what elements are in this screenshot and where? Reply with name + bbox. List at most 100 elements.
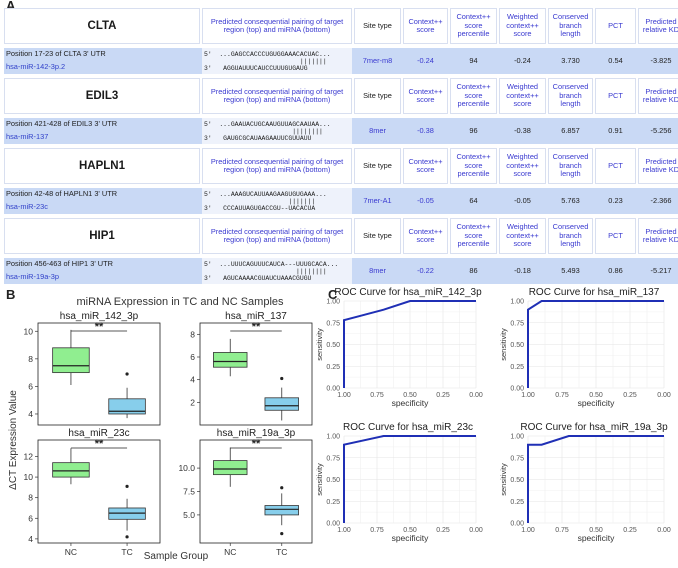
pair-target: 5' ...AAAGUCAUUAAGAAGUGUGAAA... (204, 190, 327, 198)
pct-value: 0.54 (595, 48, 636, 74)
relative-kd: -2.366 (638, 188, 678, 214)
mirna-name[interactable]: hsa-miR-19a-3p (6, 272, 59, 282)
outlier-point (280, 376, 284, 381)
context-percentile: 96 (450, 118, 497, 144)
branch-length: 5.493 (548, 258, 593, 284)
roc-title: ROC Curve for hsa_miR_137 (529, 287, 660, 298)
branch-length: 5.763 (548, 188, 593, 214)
weighted-context: -0.05 (499, 188, 546, 214)
roc-x-tick-label: 1.00 (521, 527, 535, 534)
context-score: -0.38 (403, 118, 448, 144)
site-type: 8mer (354, 118, 401, 144)
site-type: 7mer-m8 (354, 48, 401, 74)
box-nc (213, 460, 248, 476)
y-tick-label: 8 (28, 493, 33, 503)
boxplot-panel-title: hsa_miR_23c (68, 428, 129, 439)
pair-target: 5' ...GAGCCACCCUGUGGAAACACUAC... (204, 50, 331, 58)
roc-x-tick-label: 0.50 (403, 392, 417, 399)
roc-y-tick-label: 0.00 (510, 521, 524, 528)
header-context-percentile: Context++ score percentile (450, 218, 497, 254)
target-header-2: HAPLN1 Predicted consequential pairing of… (4, 148, 678, 184)
y-tick-label: 8 (28, 354, 33, 364)
y-tick-label: 4 (28, 534, 33, 544)
header-relative-kd: Predicted relative KD (638, 218, 678, 254)
roc-title: ROC Curve for hsa_miR_23c (343, 422, 473, 433)
pairing-alignment: 5' ...AAAGUCAUUAAGAAGUGUGAAA... ||||||| … (202, 188, 352, 214)
significance-mark: ** (95, 321, 104, 333)
mirna-name[interactable]: hsa-miR-137 (6, 132, 49, 142)
y-tick-label: 10 (24, 326, 34, 336)
y-tick-label: 6 (190, 352, 195, 362)
header-branch-length: Conserved branch length (548, 148, 593, 184)
roc-x-tick-label: 0.75 (555, 527, 569, 534)
roc-ylabel: sensitivity (316, 328, 324, 361)
roc-x-tick-label: 0.50 (589, 392, 603, 399)
header-weighted-context: Weighted context++ score (499, 8, 546, 44)
y-tick-label: 10 (24, 472, 34, 482)
boxplot-figure: miRNA Expression in TC and NC Samples ΔCT… (8, 296, 313, 562)
header-pct: PCT (595, 8, 636, 44)
panel-label-a: A (6, 0, 16, 13)
panel-label-c: C (328, 287, 338, 302)
boxplot-xlabel: Sample Group (144, 551, 209, 562)
outlier-point (125, 372, 129, 376)
roc-x-tick-label: 0.50 (403, 527, 417, 534)
mirna-name[interactable]: hsa-miR-23c (6, 202, 48, 212)
roc-xlabel: specificity (578, 398, 616, 408)
roc-title: ROC Curve for hsa_miR_19a_3p (520, 422, 668, 433)
pairing-alignment: 5' ...GAAUACUGCAAUGUUAGCAAUAA... |||||||… (202, 118, 352, 144)
roc-y-tick-label: 1.00 (510, 299, 524, 306)
roc-x-tick-label: 0.75 (555, 392, 569, 399)
target-row-3: Position 456-463 of HIP1 3' UTR hsa-miR-… (4, 258, 678, 284)
mirna-name[interactable]: hsa-miR-142-3p.2 (6, 62, 66, 72)
branch-length: 3.730 (548, 48, 593, 74)
context-percentile: 86 (450, 258, 497, 284)
roc-y-tick-label: 0.50 (326, 342, 340, 349)
target-info: Position 42-48 of HAPLN1 3' UTR hsa-miR-… (4, 188, 200, 214)
roc-y-tick-label: 0.00 (326, 521, 340, 528)
roc-x-tick-label: 1.00 (337, 392, 351, 399)
y-tick-label: 4 (28, 409, 33, 419)
weighted-context: -0.24 (499, 48, 546, 74)
pair-target: 5' ...GAAUACUGCAAUGUUAGCAAUAA... (204, 120, 331, 128)
site-type: 7mer-A1 (354, 188, 401, 214)
utr-position: Position 42-48 of HAPLN1 3' UTR (6, 189, 118, 199)
pair-match: ||||||| (204, 197, 316, 205)
context-score: -0.22 (403, 258, 448, 284)
gene-name: EDIL3 (4, 78, 200, 114)
roc-chart-1: ROC Curve for hsa_miR_142_3p 0.00 0.25 0.50… (315, 287, 483, 408)
roc-x-tick-label: 0.25 (623, 527, 637, 534)
context-score: -0.24 (403, 48, 448, 74)
outlier-point (280, 532, 284, 536)
pair-match: |||||||| (204, 127, 323, 135)
header-branch-length: Conserved branch length (548, 8, 593, 44)
utr-position: Position 421-428 of EDIL3 3' UTR (6, 119, 118, 129)
roc-x-tick-label: 0.75 (370, 527, 384, 534)
x-tick-label: TC (276, 547, 287, 557)
header-site-type: Site type (354, 218, 401, 254)
roc-chart-2: ROC Curve for hsa_miR_137 0.00 0.25 0.50 0.7… (499, 287, 671, 408)
header-context-percentile: Context++ score percentile (450, 148, 497, 184)
roc-chart-4: ROC Curve for hsa_miR_19a_3p 0.00 0.25 0.50… (499, 422, 671, 543)
outlier-point (125, 484, 129, 488)
header-site-type: Site type (354, 8, 401, 44)
boxplot-panel-title: hsa_miR_142_3p (60, 311, 139, 322)
roc-x-tick-label: 0.25 (623, 392, 637, 399)
roc-x-tick-label: 0.00 (657, 527, 671, 534)
y-tick-label: 4 (190, 375, 195, 385)
header-pct: PCT (595, 148, 636, 184)
target-row-1: Position 421-428 of EDIL3 3' UTR hsa-miR… (4, 118, 678, 144)
header-pairing: Predicted consequential pairing of targe… (202, 148, 352, 184)
header-pairing: Predicted consequential pairing of targe… (202, 218, 352, 254)
y-tick-label: 10.0 (178, 463, 195, 473)
y-tick-label: 7.5 (183, 487, 195, 497)
site-type: 8mer (354, 258, 401, 284)
gene-name: HIP1 (4, 218, 200, 254)
roc-xlabel: specificity (578, 533, 616, 543)
context-score: -0.05 (403, 188, 448, 214)
roc-xlabel: specificity (392, 398, 430, 408)
y-tick-label: 8 (190, 329, 195, 339)
relative-kd: -5.217 (638, 258, 678, 284)
header-site-type: Site type (354, 78, 401, 114)
roc-y-tick-label: 0.25 (510, 499, 524, 506)
